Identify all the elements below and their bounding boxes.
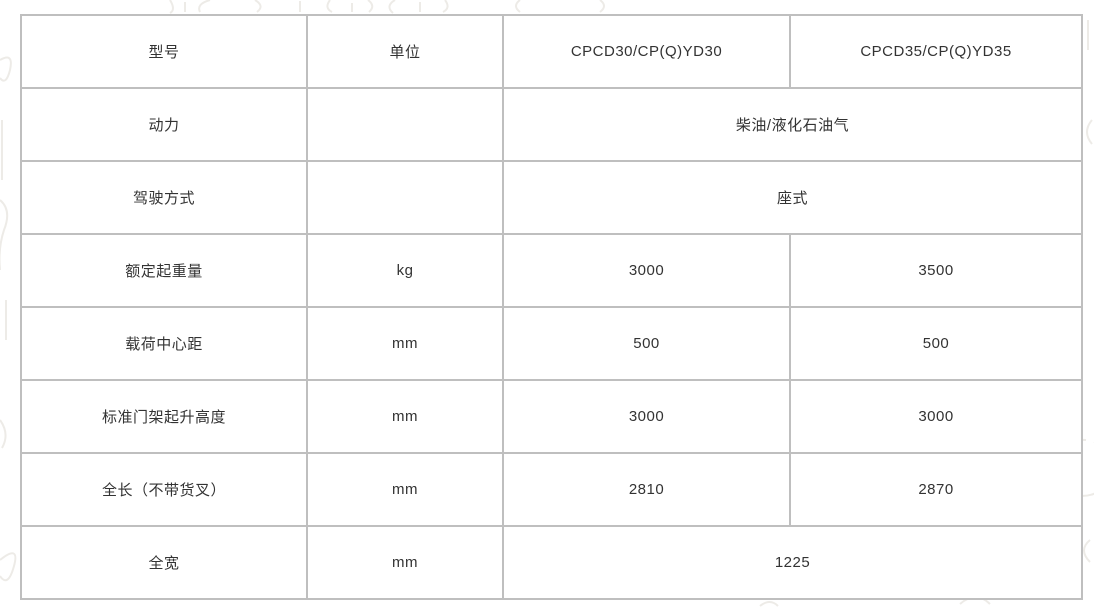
spec-table: 型号 单位 CPCD30/CP(Q)YD30 CPCD35/CP(Q)YD35 … [20, 14, 1083, 600]
row-label: 额定起重量 [20, 233, 308, 308]
row-value-cpcd30: 3000 [502, 233, 791, 308]
header-unit: 单位 [306, 14, 504, 89]
row-label: 驾驶方式 [20, 160, 308, 235]
row-unit [306, 160, 504, 235]
row-label: 全宽 [20, 525, 308, 600]
row-unit: mm [306, 452, 504, 527]
row-unit: mm [306, 525, 504, 600]
row-merged-value: 1225 [502, 525, 1083, 600]
table-row-driving-mode: 驾驶方式 座式 [20, 160, 1083, 235]
table-row-overall-width: 全宽 mm 1225 [20, 525, 1083, 600]
row-value-cpcd30: 500 [502, 306, 791, 381]
row-unit: mm [306, 379, 504, 454]
row-unit [306, 87, 504, 162]
row-value-cpcd35: 3000 [789, 379, 1083, 454]
row-value-cpcd35: 2870 [789, 452, 1083, 527]
row-unit: mm [306, 306, 504, 381]
table-row-load-center: 载荷中心距 mm 500 500 [20, 306, 1083, 381]
row-label: 载荷中心距 [20, 306, 308, 381]
header-model-cpcd30: CPCD30/CP(Q)YD30 [502, 14, 791, 89]
table-row-mast-lift-height: 标准门架起升高度 mm 3000 3000 [20, 379, 1083, 454]
row-merged-value: 柴油/液化石油气 [502, 87, 1083, 162]
row-label: 全长（不带货叉） [20, 452, 308, 527]
row-value-cpcd30: 2810 [502, 452, 791, 527]
table-row-overall-length: 全长（不带货叉） mm 2810 2870 [20, 452, 1083, 527]
header-model-cpcd35: CPCD35/CP(Q)YD35 [789, 14, 1083, 89]
row-merged-value: 座式 [502, 160, 1083, 235]
row-label: 动力 [20, 87, 308, 162]
header-row: 型号 单位 CPCD30/CP(Q)YD30 CPCD35/CP(Q)YD35 [20, 14, 1083, 89]
table-row-rated-capacity: 额定起重量 kg 3000 3500 [20, 233, 1083, 308]
row-label: 标准门架起升高度 [20, 379, 308, 454]
row-value-cpcd35: 500 [789, 306, 1083, 381]
row-value-cpcd35: 3500 [789, 233, 1083, 308]
table-row-power: 动力 柴油/液化石油气 [20, 87, 1083, 162]
row-unit: kg [306, 233, 504, 308]
row-value-cpcd30: 3000 [502, 379, 791, 454]
header-model: 型号 [20, 14, 308, 89]
